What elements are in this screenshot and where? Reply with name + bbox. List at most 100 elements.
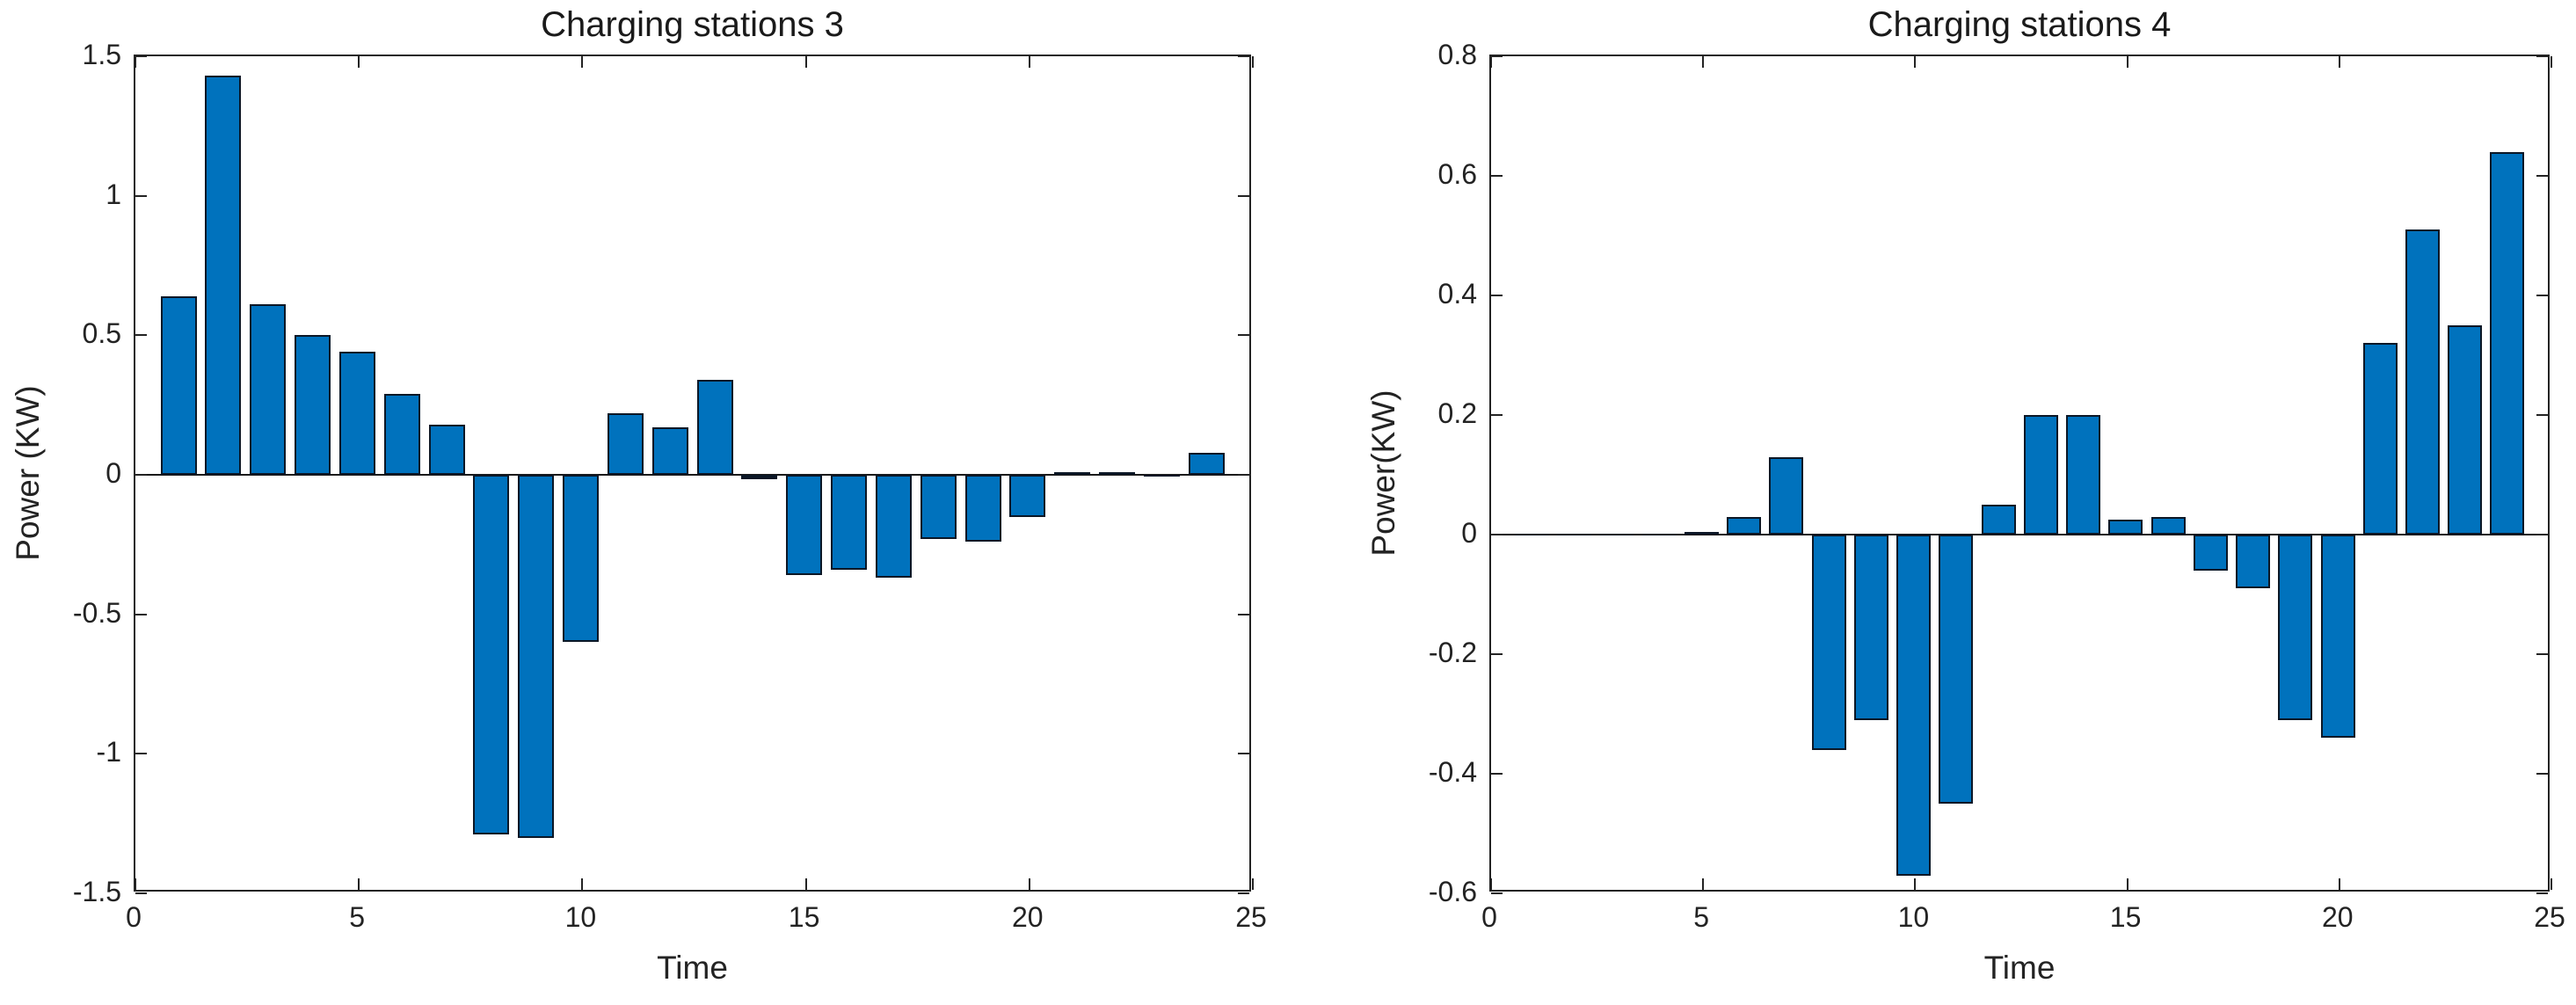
y-tick [135,892,147,894]
bar-x13 [696,380,733,475]
x-tick [135,878,136,890]
x-tick [804,878,807,890]
bar-x6 [1727,516,1762,535]
x-tick-label: 20 [2322,901,2354,933]
y-tick-mirror [2536,653,2548,655]
x-tick-mirror [1252,56,1254,68]
y-tick-mirror [2536,534,2548,535]
bar-x3 [1599,533,1634,535]
y-tick-label: -0.4 [1428,756,1477,788]
bar-x23 [2448,325,2483,535]
y-tick-mirror [1238,55,1249,57]
bar-x14 [2066,415,2101,535]
bar-x12 [1981,505,2016,535]
bar-x8 [473,475,510,835]
y-tick-mirror [1238,194,1249,197]
chart-charging-stations-4: Charging stations 4 Power(KW) Time 0.8 0.… [1301,0,2576,1005]
chart-charging-stations-3: Charging stations 3 Power (KW) Time 1.5 1… [10,5,1267,986]
y-tick-label: 0.6 [1437,158,1477,190]
bar-x5 [338,352,375,475]
bar-x2 [205,76,242,475]
x-tick-label: 0 [126,901,142,933]
y-tick-label: 0.5 [82,317,121,350]
y-tick-mirror [2536,892,2548,894]
y-tick-mirror [1238,892,1249,894]
bar-x19 [964,475,1001,543]
x-tick [1490,878,1492,890]
x-tick [2126,878,2128,890]
bar-x23 [1143,475,1180,477]
y-tick-mirror [2536,295,2548,296]
x-tick-label: 10 [564,901,597,933]
x-tick-label: 25 [2534,901,2565,933]
x-tick-label: 15 [788,901,820,933]
y-tick [135,613,147,615]
x-tick-mirror [2338,56,2340,68]
bar-x18 [920,475,957,539]
bar-x2 [1557,533,1592,535]
y-tick-label: -0.5 [72,596,121,629]
bar-x5 [1684,531,1719,535]
y-tick [1491,892,1503,894]
y-tick [135,474,147,476]
y-tick-label: 0 [106,457,121,489]
bar-x6 [383,393,420,475]
bar-x15 [786,475,823,576]
bar-x21 [2362,343,2398,535]
x-tick-mirror [804,56,807,68]
bar-x10 [563,475,600,643]
y-tick-label: 0.8 [1437,39,1477,70]
bar-x24 [1188,452,1225,475]
y-tick-label: 0.2 [1437,397,1477,429]
bar-x1 [1514,533,1549,535]
y-tick-label: -1 [96,736,121,768]
y-tick-mirror [1238,753,1249,755]
x-tick-label: 10 [1897,901,1930,933]
plot-area [1489,55,2552,894]
y-tick-label: 0 [1461,517,1477,549]
bar-x19 [2278,535,2313,720]
bar-x13 [2023,415,2058,535]
bar-x16 [831,475,868,570]
x-tick [581,878,584,890]
x-tick-mirror [2126,56,2128,68]
x-axis-label: Time [1983,950,2056,986]
y-tick-label: -0.6 [1428,876,1477,907]
x-tick-mirror [2551,56,2552,68]
bar-x12 [651,427,688,475]
x-tick-mirror [1490,56,1492,68]
bar-x11 [607,413,644,475]
bar-x17 [2193,535,2228,571]
bar-x9 [1853,535,1888,720]
x-tick-mirror [1028,56,1030,68]
bar-x17 [875,475,912,579]
y-tick-label: 1 [106,178,121,210]
bar-x8 [1811,535,1846,750]
y-tick [135,753,147,755]
bar-x24 [2490,151,2525,535]
x-tick-label: 5 [1693,901,1710,933]
y-tick [135,194,147,197]
bar-x14 [741,475,778,479]
bar-x10 [1896,535,1932,876]
y-tick [1491,295,1503,296]
y-tick [1491,534,1503,535]
x-tick-mirror [581,56,584,68]
x-tick-label: 0 [1481,901,1497,933]
zero-baseline [135,474,1249,476]
bar-x1 [160,295,197,475]
x-tick [1914,878,1917,890]
zero-baseline [1491,534,2548,535]
bar-x22 [1099,471,1136,475]
y-tick [1491,653,1503,655]
bar-x22 [2405,229,2440,535]
bar-x20 [2320,535,2355,739]
y-tick [1491,55,1503,57]
x-tick [2551,878,2552,890]
y-tick-mirror [1238,334,1249,337]
y-tick-mirror [2536,175,2548,177]
bar-x20 [1009,475,1046,517]
bar-x18 [2236,535,2271,589]
x-tick-mirror [358,56,360,68]
